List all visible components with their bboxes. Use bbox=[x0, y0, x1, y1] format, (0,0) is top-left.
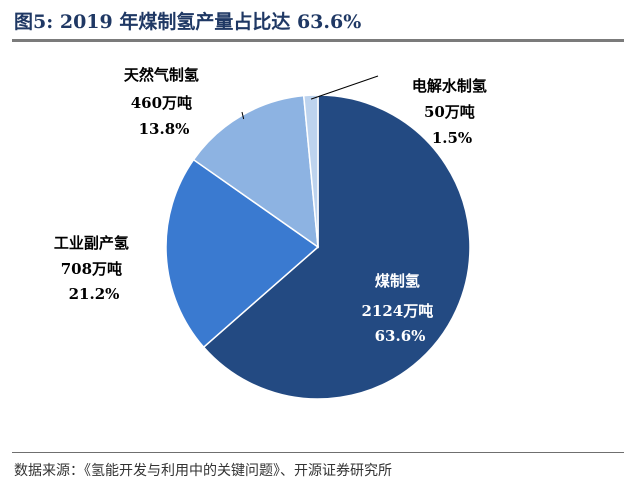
slice-percent-1: 21.2% bbox=[69, 285, 120, 303]
pie-slice-1 bbox=[165, 158, 320, 349]
leader-line-3 bbox=[310, 75, 379, 100]
slice-value-0: 2124万吨 bbox=[362, 302, 434, 320]
pie-slice-0 bbox=[202, 94, 471, 400]
slice-value-1: 708万吨 bbox=[61, 260, 122, 278]
source-rule bbox=[12, 452, 624, 453]
slice-percent-2: 13.8% bbox=[139, 120, 190, 138]
title-rule bbox=[12, 39, 624, 42]
source-note: 数据来源：《氢能开发与利用中的关键问题》、开源证券研究所 bbox=[14, 463, 392, 479]
leader-line-2 bbox=[241, 111, 245, 120]
pie-slice-2 bbox=[192, 94, 319, 249]
leader-lines bbox=[241, 75, 379, 120]
slice-percent-0: 63.6% bbox=[375, 327, 426, 345]
slice-name-3: 电解水制氢 bbox=[412, 77, 487, 95]
slice-label-1: 工业副产氢 708万吨 21.2% bbox=[54, 234, 134, 303]
slice-name-2: 天然气制氢 bbox=[124, 66, 199, 84]
slice-label-0: 煤制氢 2124万吨 63.6% bbox=[362, 272, 439, 345]
slice-name-0: 煤制氢 bbox=[375, 272, 420, 290]
figure-title: 图5: 2019 年煤制氢产量占比达 63.6% bbox=[14, 11, 362, 33]
slice-label-3: 电解水制氢 50万吨 1.5% bbox=[412, 77, 492, 147]
pie-slice-3 bbox=[302, 94, 319, 248]
slice-value-3: 50万吨 bbox=[424, 103, 475, 121]
slice-percent-3: 1.5% bbox=[432, 129, 472, 147]
slice-name-1: 工业副产氢 bbox=[54, 234, 129, 252]
pie-slices bbox=[165, 94, 471, 400]
slice-label-2: 天然气制氢 460万吨 13.8% bbox=[124, 66, 204, 138]
slice-value-2: 460万吨 bbox=[131, 94, 192, 112]
